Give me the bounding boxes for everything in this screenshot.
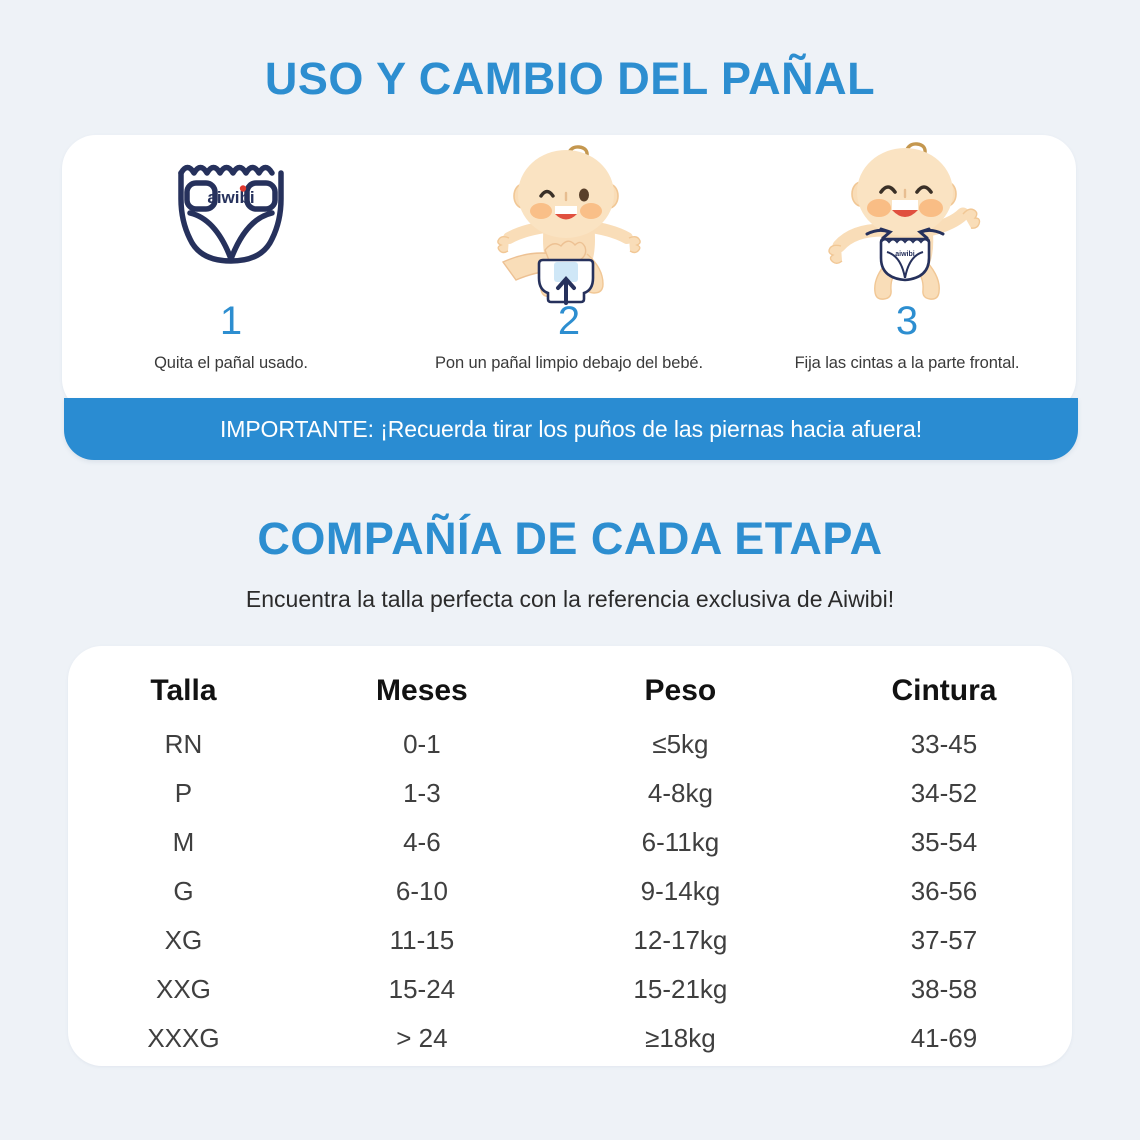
- table-row: M 4-6 6-11kg 35-54: [68, 818, 1072, 867]
- diaper-brand-text: aiwibi: [207, 188, 254, 207]
- cell-peso: ≤5kg: [652, 729, 709, 759]
- cell-meses: 1-3: [403, 778, 441, 808]
- step-3-caption: Fija las cintas a la parte frontal.: [794, 354, 1020, 372]
- table-row: P 1-3 4-8kg 34-52: [68, 769, 1072, 818]
- baby-wearing-diaper-icon: aiwibi: [738, 135, 1076, 303]
- table-header-row: Talla Meses Peso Cintura: [68, 646, 1072, 720]
- step-3: aiwibi 3 Fija las cintas a la parte fron…: [738, 135, 1076, 413]
- important-note-banner: IMPORTANTE: ¡Recuerda tirar los puños de…: [64, 398, 1078, 460]
- table-row: RN 0-1 ≤5kg 33-45: [68, 720, 1072, 769]
- cell-cintura: 38-58: [910, 974, 978, 1004]
- cell-talla: G: [173, 876, 194, 906]
- cell-meses: 0-1: [403, 729, 441, 759]
- column-header-cintura: Cintura: [891, 674, 997, 707]
- cell-cintura: 41-69: [910, 1023, 978, 1053]
- step-2-caption: Pon un pañal limpio debajo del bebé.: [435, 354, 703, 372]
- section-one-title: USO Y CAMBIO DEL PAÑAL: [264, 53, 876, 104]
- table-row: XG 11-15 12-17kg 37-57: [68, 916, 1072, 965]
- table-row: G 6-10 9-14kg 36-56: [68, 867, 1072, 916]
- cell-cintura: 33-45: [910, 729, 978, 759]
- cell-peso: ≥18kg: [645, 1023, 716, 1053]
- cell-talla: M: [172, 827, 195, 857]
- cell-peso: 6-11kg: [641, 827, 720, 857]
- step-1-caption: Quita el pañal usado.: [154, 354, 308, 372]
- step-1-number: 1: [219, 299, 243, 343]
- diaper-outline-icon: aiwibi: [62, 135, 400, 303]
- section-two-title: COMPAÑÍA DE CADA ETAPA: [257, 513, 883, 564]
- cell-peso: 9-14kg: [640, 876, 721, 906]
- cell-cintura: 36-56: [910, 876, 978, 906]
- step-1: aiwibi 1 Quita el pañal usado.: [62, 135, 400, 413]
- cell-meses: 15-24: [388, 974, 456, 1004]
- step-2-number: 2: [557, 299, 581, 343]
- size-chart-body: RN 0-1 ≤5kg 33-45 P 1-3 4-8kg 34-52 M 4-…: [68, 720, 1072, 1063]
- cell-peso: 12-17kg: [633, 925, 728, 955]
- cell-cintura: 34-52: [910, 778, 978, 808]
- cell-meses: > 24: [396, 1023, 448, 1053]
- baby-with-clean-diaper-icon: [400, 135, 738, 305]
- cell-cintura: 37-57: [910, 925, 978, 955]
- cell-peso: 4-8kg: [647, 778, 713, 808]
- section-two-subtitle: Encuentra la talla perfecta con la refer…: [245, 586, 895, 612]
- step-3-number: 3: [895, 299, 919, 343]
- table-row: XXG 15-24 15-21kg 38-58: [68, 965, 1072, 1014]
- cell-talla: XG: [164, 925, 203, 955]
- cell-meses: 4-6: [403, 827, 441, 857]
- steps-row: aiwibi 1 Quita el pañal usado.: [62, 135, 1076, 413]
- cell-meses: 6-10: [395, 876, 448, 906]
- column-header-peso: Peso: [644, 674, 717, 707]
- column-header-meses: Meses: [376, 674, 468, 707]
- cell-peso: 15-21kg: [633, 974, 728, 1004]
- step-2: 2 Pon un pañal limpio debajo del bebé.: [400, 135, 738, 413]
- size-chart-table: Talla Meses Peso Cintura RN 0-1 ≤5kg 33-…: [68, 646, 1072, 1063]
- column-header-talla: Talla: [150, 674, 217, 707]
- size-table-card: [68, 646, 1072, 1066]
- cell-talla: P: [174, 778, 193, 808]
- table-row: XXXG > 24 ≥18kg 41-69: [68, 1014, 1072, 1063]
- cell-cintura: 35-54: [910, 827, 978, 857]
- diaper-brand-text-small: aiwibi: [895, 251, 915, 258]
- cell-talla: RN: [164, 729, 203, 759]
- cell-meses: 11-15: [389, 925, 455, 955]
- cell-talla: XXG: [155, 974, 211, 1004]
- cell-talla: XXXG: [147, 1023, 220, 1053]
